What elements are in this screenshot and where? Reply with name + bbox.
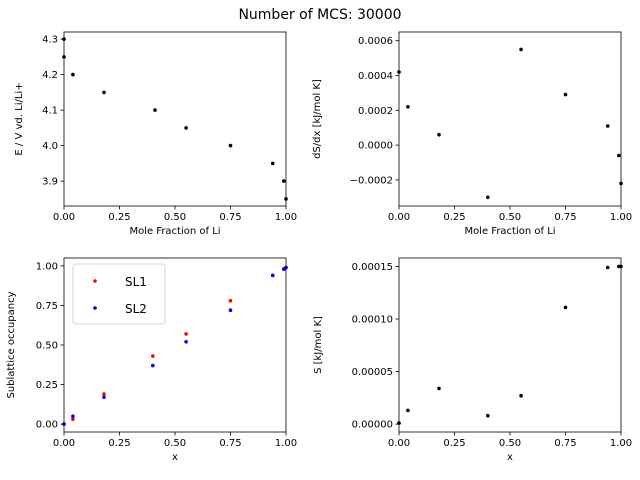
y-tick-label: 0.00015 [352,262,393,273]
data-point [153,108,157,112]
x-axis-label: x [172,452,178,463]
data-point [71,72,75,77]
legend-marker [93,279,97,283]
y-tick-label: 0.50 [36,341,58,352]
x-tick-label: 0.75 [219,212,241,223]
legend-marker [93,306,97,310]
data-point [617,153,621,158]
x-tick-label: 0.75 [219,438,241,449]
data-point [270,161,275,166]
data-point [406,408,410,413]
data-point [184,126,188,130]
y-axis-label: Sublattice occupancy [6,291,17,398]
data-point [605,265,610,270]
data-point [486,195,490,200]
x-tick-label: 0.75 [554,212,576,223]
x-tick-label: 0.00 [53,212,75,223]
x-tick-label: 0.00 [53,438,75,449]
legend-box [72,263,166,325]
data-point [406,105,410,109]
y-tick-label: 0.00000 [352,420,393,431]
x-tick-label: 0.75 [554,438,576,449]
y-tick-label: 0.00 [36,420,58,431]
x-axis-label: Mole Fraction of Li [129,226,220,237]
y-axis-label: dS/dx [kJ/mol K] [312,79,323,159]
data-point [563,305,568,310]
x-tick-label: 1.00 [275,212,297,223]
legend-label: SL1 [125,275,147,289]
plot-frame [398,31,622,207]
y-tick-label: −0.0002 [350,175,393,186]
data-point [228,298,233,303]
x-axis-label: x [507,452,513,463]
y-tick-label: 1.00 [36,261,58,272]
y-axis-label: S [kJ/mol K] [313,316,324,374]
y-tick-label: 3.9 [42,177,58,188]
x-tick-label: 1.00 [275,438,297,449]
x-tick-label: 0.50 [499,212,521,223]
x-tick-label: 0.25 [443,438,465,449]
x-axis-label: Mole Fraction of Li [464,226,555,237]
data-point [228,143,233,148]
x-tick-label: 0.50 [499,438,521,449]
data-point [228,308,233,313]
x-tick-label: 0.00 [388,438,410,449]
plot-frame [398,257,622,433]
y-tick-label: 0.00010 [352,314,393,325]
y-tick-label: 0.00005 [352,367,393,378]
data-point [184,340,188,344]
data-point [486,413,490,418]
plot-frame [63,31,287,207]
data-point [71,417,75,422]
data-point [519,393,523,398]
x-tick-label: 0.50 [164,438,186,449]
x-tick-label: 0.50 [164,212,186,223]
legend-label: SL2 [125,302,147,316]
data-point [519,47,523,52]
x-tick-label: 0.25 [108,212,130,223]
panel-2: 0.00 0.25 0.50 0.75 1.00 −0.0002 0.0000 0.0002 0… [312,31,632,237]
data-point [102,392,106,396]
x-tick-label: 1.00 [610,438,632,449]
data-point [437,132,441,137]
data-point [563,92,568,97]
data-point [151,354,155,358]
y-tick-label: 0.0002 [358,106,393,117]
y-tick-label: 0.25 [36,380,58,391]
panel-4: 0.00 0.25 0.50 0.75 1.00 0.00000 0.00005 0.0001… [313,257,632,463]
x-tick-label: 1.00 [610,212,632,223]
y-tick-label: 4.3 [42,35,58,46]
y-tick-label: 0.75 [36,301,58,312]
panel-1: 0.00 0.25 0.50 0.75 1.00 3.9 4.0 4.1 4.2 4.3 Mole … [14,31,297,237]
data-point [151,363,155,368]
y-tick-label: 0.0006 [358,36,393,47]
data-point [102,395,106,400]
y-tick-label: 4.2 [42,70,58,81]
data-point [184,332,188,336]
data-point [102,90,106,95]
data-point [437,386,441,391]
y-tick-label: 0.0000 [358,141,393,152]
x-tick-label: 0.00 [388,212,410,223]
data-point [605,124,610,128]
y-tick-label: 4.1 [42,106,58,117]
x-tick-label: 0.25 [108,438,130,449]
legend: SL1 SL2 [72,263,166,325]
panel-3: 0.00 0.25 0.50 0.75 1.00 0.00 0.25 0.50 0.75 1.00… [6,257,297,463]
y-tick-label: 4.0 [42,141,58,152]
figure-title: Number of MCS: 30000 [238,7,401,23]
y-axis-label: E / V vd. Li/Li+ [14,82,25,155]
x-tick-label: 0.25 [443,212,465,223]
data-point [282,179,286,183]
y-tick-label: 0.0004 [358,71,393,82]
data-point [270,273,275,278]
data-point [71,414,75,419]
